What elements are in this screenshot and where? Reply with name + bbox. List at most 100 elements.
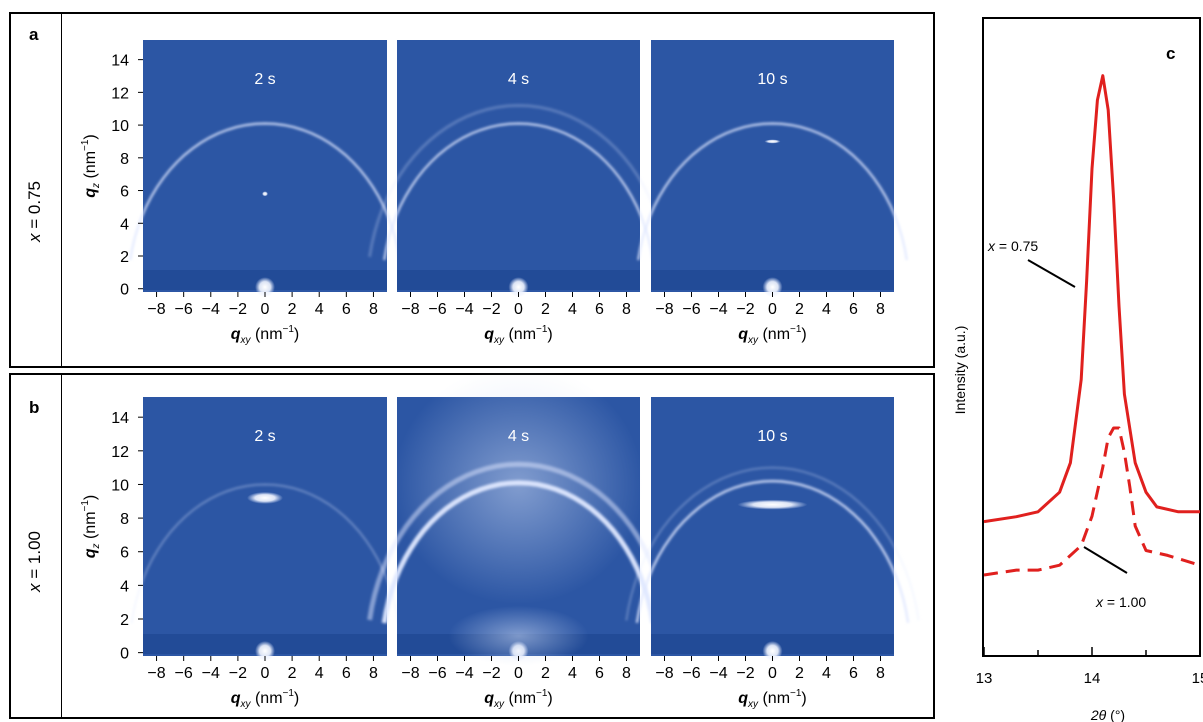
panel-c-label: c	[1166, 44, 1176, 63]
gixd-image-b-2: 4 s −8 −6 −4 −2 0 2 4 6 8 qxy (nm−1)	[367, 364, 670, 710]
panel-a-label: a	[29, 25, 39, 44]
specular-spot	[255, 277, 275, 298]
y-axis-label: qz (nm−1)	[80, 134, 102, 198]
x-tick-label: 6	[595, 301, 604, 318]
specular-spot	[762, 640, 783, 661]
x-tick-label: 2	[541, 665, 550, 682]
x-tick-label: −6	[682, 665, 700, 682]
y-tick-label: 0	[120, 282, 129, 299]
x-tick-label: 6	[849, 301, 858, 318]
x-tick-label: 2	[541, 301, 550, 318]
x-tick-label: 8	[369, 665, 378, 682]
x-tick-label: 4	[568, 665, 577, 682]
gixd-image-a-3: 10 s −8 −6 −4 −2 0 2 4 6 8 qxy (nm−1)	[637, 40, 908, 346]
x-tick-label: −4	[202, 301, 220, 318]
diffraction-ring	[129, 122, 401, 261]
x-tick-label: 0	[768, 301, 777, 318]
panel-c-frame: c	[982, 17, 1201, 657]
y-tick-label: 12	[111, 85, 129, 102]
gixd-background	[143, 40, 387, 292]
panel-b-label: b	[29, 398, 40, 417]
x-tick-label: −4	[455, 301, 473, 318]
y-tick-label: 2	[120, 249, 129, 266]
diffraction-ring	[381, 480, 656, 624]
y-tick-label: 12	[111, 444, 129, 461]
y-axis-label: qz (nm−1)	[80, 495, 102, 559]
gixd-image-a-1: 2 s −8 −6 −4 −2 0 2 4 6 8 qxy (nm−1) 0 2 4 6 8 10 12 14 qz …	[80, 40, 401, 346]
specular-spot	[762, 277, 783, 298]
specular-spot	[255, 640, 275, 661]
x-axis-label: qxy (nm−1)	[484, 688, 553, 710]
x-tick-label: 0	[261, 301, 270, 318]
y-tick-label: 8	[120, 511, 129, 528]
y-tick-label: 14	[111, 410, 129, 427]
time-label: 4 s	[508, 71, 529, 88]
gixd-image-b-3: 10 s −8 −6 −4 −2 0 2 4 6 8 qxy (nm−1)	[625, 397, 920, 710]
specular-spot	[508, 277, 529, 298]
x-tick-label: 8	[876, 301, 885, 318]
y-tick-label: 4	[120, 216, 129, 233]
y-tick-label: 10	[111, 118, 129, 135]
diffraction-ring	[635, 479, 910, 624]
diffraction-ring	[625, 466, 920, 621]
time-label: 10 s	[757, 428, 787, 445]
bragg-spot	[247, 491, 283, 504]
x-tick-label: 4	[822, 665, 831, 682]
x-tick-label: −8	[147, 665, 165, 682]
bragg-spot	[262, 191, 268, 197]
x-tick-label: 6	[849, 665, 858, 682]
x-tick-label: 4	[315, 665, 324, 682]
x-tick-label: −4	[709, 665, 727, 682]
x-tick-label: −6	[175, 301, 193, 318]
x-tick-label: 6	[342, 301, 351, 318]
x-tick-label: −6	[682, 301, 700, 318]
x-tick-label: 4	[568, 301, 577, 318]
x-tick-label: −6	[175, 665, 193, 682]
panel-b-divider	[61, 375, 62, 717]
gixd-image-b-1: 2 s −8 −6 −4 −2 0 2 4 6 8 qxy (nm−1) 0 2 4 6 8 10 12 14 qz …	[80, 397, 400, 710]
x-tick-label: −2	[482, 665, 500, 682]
x-tick-label: −2	[736, 665, 754, 682]
x-tick-label: 2	[795, 301, 804, 318]
x-tick-label: −8	[147, 301, 165, 318]
y-tick-label: 4	[120, 578, 129, 595]
x-tick-label: 0	[514, 665, 523, 682]
x-tick-label: −8	[655, 301, 673, 318]
x-tick-label: −2	[736, 301, 754, 318]
time-label: 2 s	[254, 71, 275, 88]
x-tick-label: −6	[428, 301, 446, 318]
x-tick-label: −8	[655, 665, 673, 682]
x-tick-label: 2	[795, 665, 804, 682]
x-axis-label: qxy (nm−1)	[231, 688, 300, 710]
x-axis-label: qxy (nm−1)	[738, 688, 807, 710]
x-tick-label: −8	[401, 301, 419, 318]
diffraction-ring	[383, 122, 654, 261]
x-tick-label: −4	[202, 665, 220, 682]
x-tick-label: −2	[229, 301, 247, 318]
x-tick-label: 6	[342, 665, 351, 682]
gixd-background	[651, 40, 894, 292]
diffraction-ring	[130, 483, 400, 624]
y-tick-label: 6	[120, 545, 129, 562]
x-axis-label: qxy (nm−1)	[231, 324, 300, 346]
bragg-spot	[737, 499, 808, 510]
x-tick-label: −2	[482, 301, 500, 318]
x-axis-label: qxy (nm−1)	[484, 324, 553, 346]
gixd-background	[143, 397, 387, 656]
diffraction-ring	[367, 461, 670, 621]
x-tick-label: −4	[455, 665, 473, 682]
y-tick-label: 0	[120, 646, 129, 663]
x-tick-label: −8	[401, 665, 419, 682]
x-tick-label: −6	[428, 665, 446, 682]
x-tick-label: 2	[288, 301, 297, 318]
gixd-background	[651, 397, 894, 656]
x-tick-label: 0	[514, 301, 523, 318]
y-tick-label: 2	[120, 612, 129, 629]
x-tick-label: 0	[261, 665, 270, 682]
y-tick-label: 10	[111, 477, 129, 494]
x-axis-label: qxy (nm−1)	[738, 324, 807, 346]
x-tick-label: 8	[622, 665, 631, 682]
x-tick-label: −4	[709, 301, 727, 318]
diffraction-ring	[368, 103, 669, 258]
